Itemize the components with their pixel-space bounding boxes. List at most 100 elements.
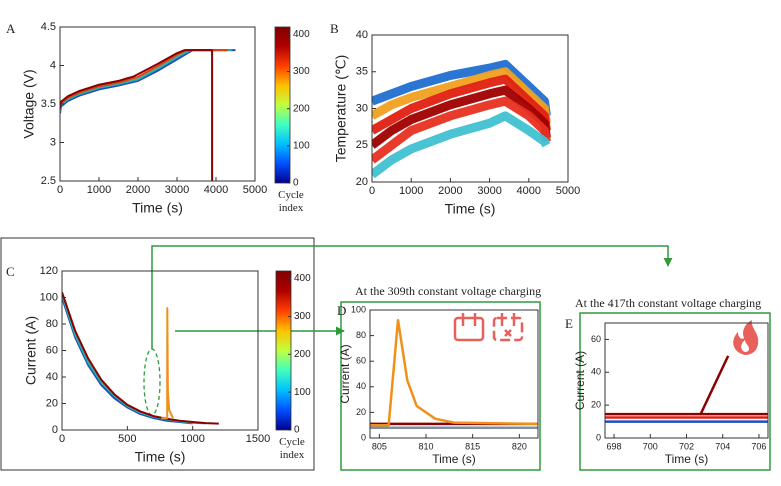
y-tick-label: 100 <box>351 304 366 314</box>
colorbar-tick-label: 0 <box>294 425 300 436</box>
colorbar-tick-label: 100 <box>294 387 311 398</box>
x-tick-label: 815 <box>465 441 480 451</box>
x-tick-label: 3000 <box>165 184 189 196</box>
y-tick-label: 35 <box>356 66 368 78</box>
x-tick-label: 0 <box>57 184 63 196</box>
series-line <box>370 318 538 427</box>
y-tick-label: 0 <box>361 432 366 442</box>
x-tick-label: 5000 <box>243 184 267 196</box>
colorbar-tick-label: 400 <box>294 273 311 284</box>
y-tick-label: 40 <box>46 371 58 383</box>
y-tick-label: 20 <box>356 176 368 188</box>
y-tick-label: 20 <box>356 407 366 417</box>
y-tick-label: 20 <box>591 400 601 410</box>
y-tick-label: 4.5 <box>41 21 56 33</box>
x-tick-label: 4000 <box>204 184 228 196</box>
y-tick-label: 2.5 <box>41 175 56 187</box>
panel-letter: B <box>330 21 339 36</box>
colorbar-label: Cycle index <box>279 436 305 461</box>
colorbar-tick-label: 400 <box>293 29 310 40</box>
series-line <box>60 49 232 112</box>
x-tick-label: 698 <box>607 441 622 451</box>
x-tick-label: 1000 <box>180 433 204 445</box>
battery-icon <box>453 313 524 342</box>
y-tick-label: 40 <box>356 29 368 41</box>
axes-box <box>61 270 259 431</box>
colorbar-tick-label: 100 <box>293 140 310 151</box>
y-tick-label: 100 <box>40 291 58 303</box>
series-line <box>60 49 236 114</box>
y-tick-label: 60 <box>356 356 366 366</box>
x-axis-label: Time (s) <box>132 200 183 216</box>
panel-letter: C <box>6 264 15 279</box>
fire-icon <box>733 320 759 355</box>
y-tick-label: 20 <box>46 397 58 409</box>
x-tick-label: 5000 <box>556 185 580 197</box>
x-tick-label: 0 <box>59 433 65 445</box>
axes-box <box>369 309 539 439</box>
colorbar <box>274 26 291 184</box>
y-axis-label: Voltage (V) <box>21 69 37 138</box>
x-axis-label: Time (s) <box>445 201 496 217</box>
y-tick-label: 4 <box>50 59 56 71</box>
x-tick-label: 702 <box>679 441 694 451</box>
x-tick-label: 1000 <box>399 185 423 197</box>
series-line <box>372 85 551 149</box>
y-tick-label: 60 <box>591 334 601 344</box>
x-tick-label: 700 <box>643 441 658 451</box>
y-tick-label: 80 <box>46 318 58 330</box>
x-tick-label: 2000 <box>438 185 462 197</box>
y-tick-label: 40 <box>356 381 366 391</box>
panel-title: At the 417th constant voltage charging <box>575 296 761 310</box>
y-tick-label: 0 <box>52 424 58 436</box>
x-tick-label: 2000 <box>126 184 150 196</box>
y-axis-label: Temperature (℃) <box>333 55 349 163</box>
x-tick-label: 805 <box>372 441 387 451</box>
y-tick-label: 120 <box>40 265 58 277</box>
y-axis-label: Current (A) <box>23 316 39 385</box>
y-tick-label: 80 <box>356 330 366 340</box>
colorbar <box>275 270 292 431</box>
series-line <box>62 297 193 425</box>
y-tick-label: 3 <box>50 136 56 148</box>
colorbar-label: Cycle index <box>278 189 304 214</box>
x-axis-label: Time (s) <box>432 452 476 466</box>
panel-frame <box>0 237 315 471</box>
x-tick-label: 500 <box>118 433 136 445</box>
series-line <box>699 355 730 414</box>
y-axis-label: Current (A) <box>573 351 587 410</box>
y-axis-label: Current (A) <box>338 344 352 403</box>
colorbar-tick-label: 300 <box>293 66 310 77</box>
x-tick-label: 0 <box>369 185 375 197</box>
colorbar-tick-label: 0 <box>293 178 299 189</box>
colorbar-tick-label: 200 <box>293 103 310 114</box>
series-line <box>60 49 228 110</box>
panel-letter: D <box>337 303 346 318</box>
x-tick-label: 1000 <box>87 184 111 196</box>
colorbar-tick-label: 300 <box>294 311 311 322</box>
y-tick-label: 25 <box>356 139 368 151</box>
x-tick-label: 706 <box>751 441 766 451</box>
y-tick-label: 0 <box>596 432 601 442</box>
series-line <box>60 49 214 181</box>
y-tick-label: 40 <box>591 367 601 377</box>
series-line <box>372 59 551 117</box>
x-tick-label: 4000 <box>517 185 541 197</box>
x-tick-label: 810 <box>418 441 433 451</box>
x-tick-label: 1500 <box>246 433 270 445</box>
arrow <box>151 245 673 349</box>
x-axis-label: Time (s) <box>665 452 709 466</box>
y-tick-label: 3.5 <box>41 98 56 110</box>
panel-frame <box>340 301 541 471</box>
panel-frame <box>579 312 771 471</box>
series-line <box>62 291 219 425</box>
panel-title: At the 309th constant voltage charging <box>355 284 541 298</box>
series-line <box>161 307 174 420</box>
highlight-ellipse <box>143 348 161 416</box>
x-axis-label: Time (s) <box>135 449 186 465</box>
series-line <box>372 74 551 135</box>
y-tick-label: 60 <box>46 344 58 356</box>
panel-letter: E <box>565 316 573 331</box>
